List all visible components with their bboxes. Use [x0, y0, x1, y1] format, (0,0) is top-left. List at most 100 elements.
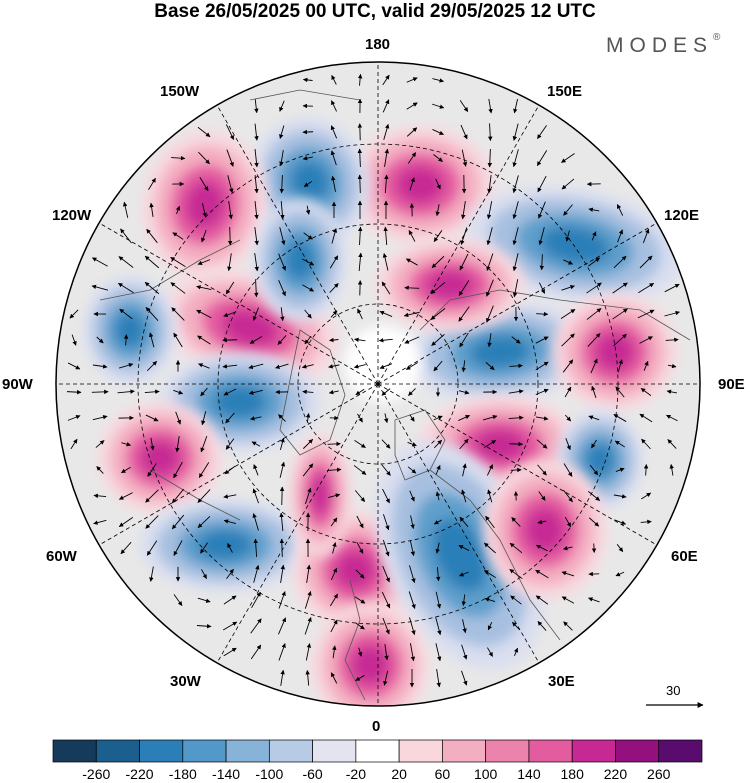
wind-vector-18	[225, 124, 235, 140]
wind-vector-77	[435, 204, 440, 217]
wind-vector-212	[405, 362, 418, 370]
wind-vector-33	[226, 149, 234, 167]
wind-vector-101	[538, 227, 545, 246]
wind-vector-322	[197, 489, 211, 503]
wind-vector-336	[563, 489, 573, 503]
wind-vector-60	[487, 175, 492, 194]
wind-vector-49	[199, 177, 209, 192]
wind-vector-259	[383, 413, 389, 424]
wind-vector-375	[458, 545, 470, 551]
wind-vector-286	[459, 438, 469, 450]
wind-vector-29	[512, 123, 519, 141]
wind-vector-337	[588, 491, 601, 501]
wind-vector-68	[201, 202, 207, 218]
wind-vector-253	[225, 412, 235, 424]
wind-vector-160	[304, 309, 312, 319]
wind-vector-63	[561, 178, 575, 190]
wind-vector-313	[563, 463, 573, 477]
wind-vector-177	[123, 334, 129, 346]
wind-vector-45	[536, 150, 548, 167]
wind-vector-105	[642, 228, 650, 244]
wind-vector-136	[302, 284, 315, 292]
wind-vector-142	[458, 280, 470, 296]
wind-vector-366	[227, 543, 233, 553]
colorbar-label-7: 20	[391, 766, 407, 782]
wind-vector-4	[406, 77, 418, 83]
wind-vector-451	[436, 669, 441, 688]
wind-vector-414	[510, 595, 522, 605]
wind-vector-44	[512, 149, 519, 168]
wind-vector-5	[432, 78, 445, 83]
wind-vector-32	[198, 151, 210, 165]
wind-vector-153	[119, 308, 133, 320]
wind-vector-278	[251, 441, 261, 447]
wind-vector-139	[381, 281, 391, 295]
wind-vector-172	[612, 308, 628, 320]
wind-vector-220	[617, 359, 623, 373]
wind-vector-404	[251, 591, 261, 609]
wind-vector-435	[278, 643, 286, 661]
lon-label-60w: 60W	[46, 548, 77, 565]
wind-vector-81	[538, 201, 546, 219]
wind-vector-427	[435, 617, 442, 636]
wind-vector-199	[67, 362, 81, 370]
wind-vector-12	[406, 102, 418, 110]
wind-vector-347	[279, 512, 284, 532]
wind-vector-167	[486, 305, 494, 323]
wind-vector-274	[150, 437, 155, 451]
wind-vector-52	[279, 175, 285, 194]
wind-vector-156	[196, 309, 212, 319]
wind-vector-229	[223, 388, 237, 396]
meridian-1	[377, 383, 658, 546]
wind-vector-331	[435, 491, 441, 501]
wind-vector-289	[536, 439, 548, 449]
wind-vector-270	[666, 414, 678, 422]
colorbar-label-13: 260	[647, 766, 671, 782]
wind-vector-125	[588, 257, 600, 267]
wind-vector-258	[357, 413, 363, 423]
wind-vector-308	[435, 464, 441, 475]
wind-vector-38	[357, 148, 363, 168]
wind-vector-90	[254, 227, 259, 246]
wind-vector-117	[382, 253, 389, 271]
wind-vector-148	[612, 282, 628, 294]
anomaly-blob-17	[289, 433, 351, 557]
wind-vector-335	[538, 491, 546, 501]
wind-vector-395	[483, 569, 496, 579]
wind-vector-247	[67, 415, 81, 421]
colorbar-label-2: -180	[168, 766, 197, 782]
coastline-2	[419, 289, 691, 341]
wind-vector-190	[459, 332, 469, 348]
wind-vector-174	[664, 310, 680, 317]
wind-vector-328	[354, 490, 366, 502]
wind-vector-111	[227, 253, 232, 272]
colorbar-swatch-14	[658, 739, 703, 763]
wind-vector-446	[305, 669, 310, 686]
wind-vector-50	[227, 175, 234, 194]
wind-vector-262	[458, 415, 471, 421]
wind-vector-79	[486, 201, 493, 220]
wind-vector-392	[409, 565, 416, 584]
colorbar-swatch-12	[571, 739, 616, 763]
wind-vector-87	[172, 232, 184, 240]
wind-vector-420	[250, 618, 262, 634]
wind-vector-264	[508, 415, 524, 421]
wind-vector-443	[486, 647, 494, 657]
wind-vector-183	[277, 335, 287, 345]
wind-vector-241	[535, 388, 549, 396]
colorbar-swatch-0	[52, 739, 97, 763]
wind-vector-393	[435, 567, 441, 582]
wind-vector-273	[121, 442, 132, 447]
wind-vector-37	[330, 150, 337, 166]
wind-vector-232	[302, 389, 314, 395]
wind-vector-133	[225, 281, 235, 295]
wind-vector-408	[354, 596, 366, 604]
wind-vector-159	[280, 307, 285, 322]
wind-vector-354	[459, 516, 469, 528]
wind-vector-311	[510, 467, 522, 473]
wind-vector-210	[353, 364, 366, 369]
wind-vector-291	[591, 439, 597, 449]
wind-vector-205	[222, 364, 238, 369]
wind-vector-84	[616, 204, 624, 216]
wind-vector-323	[223, 494, 237, 499]
